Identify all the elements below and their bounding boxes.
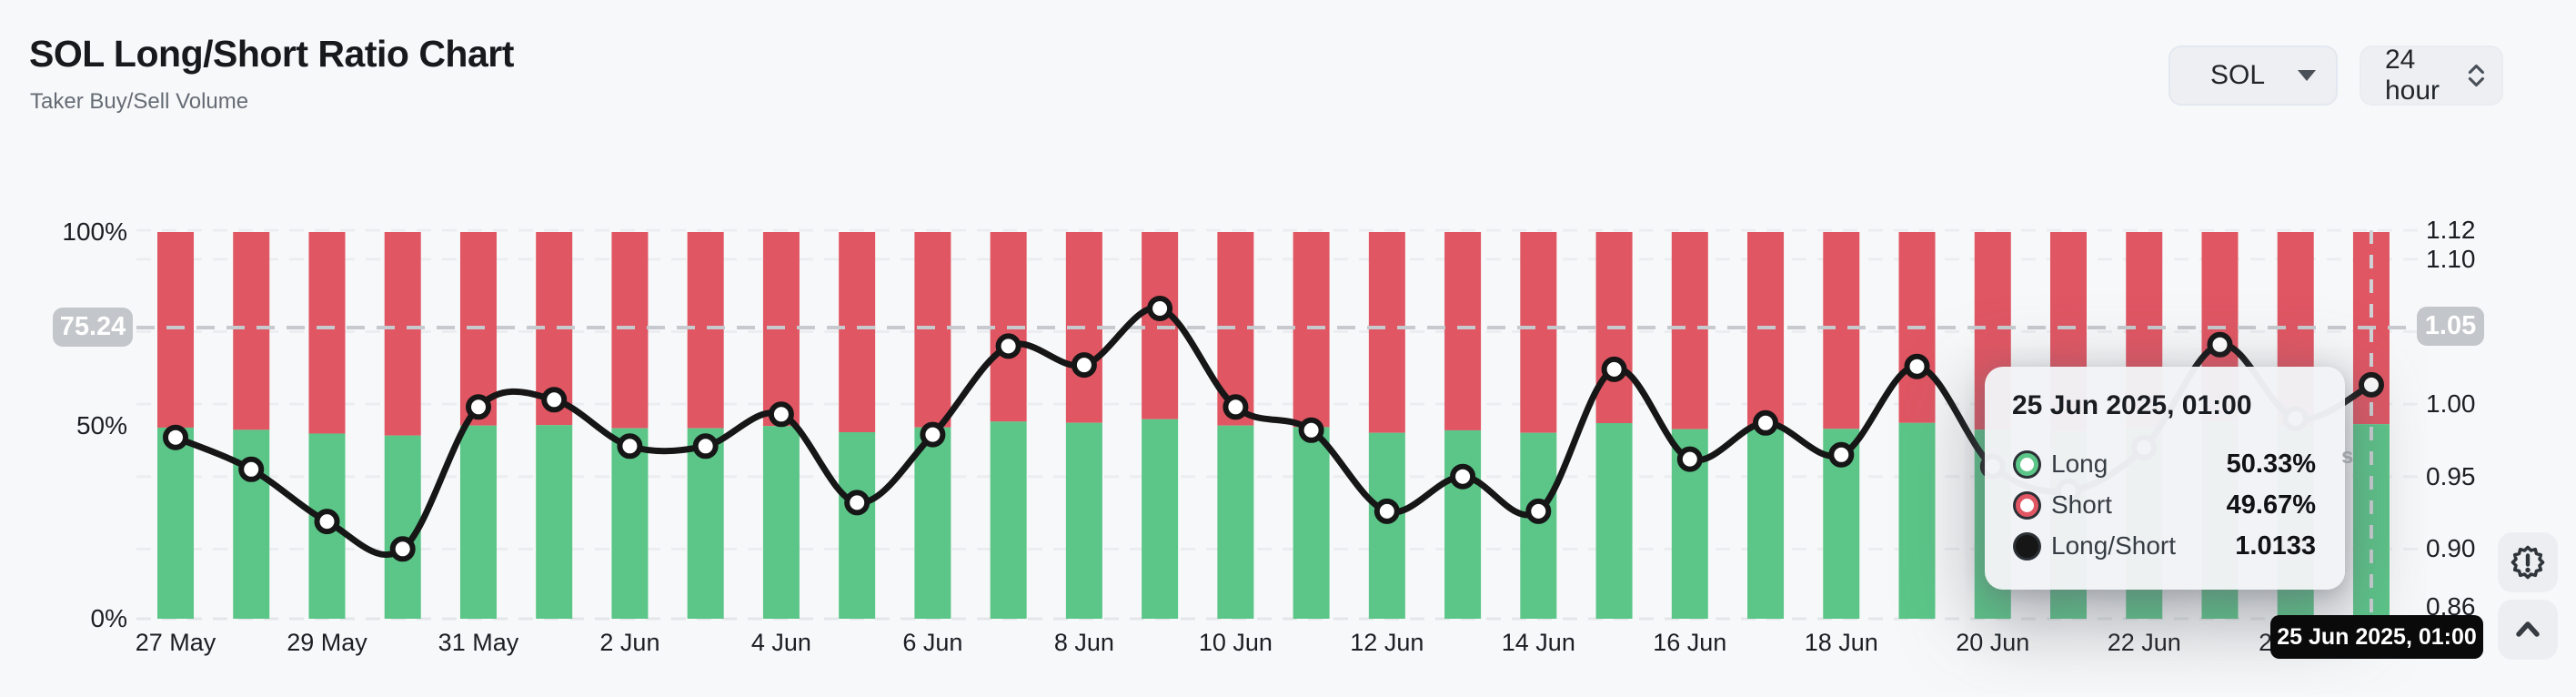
y-axis-tick-right: 0.95 bbox=[2426, 461, 2476, 490]
x-axis-tick: 20 Jun bbox=[1956, 629, 2030, 656]
tooltip-row-label: Long/Short bbox=[2051, 531, 2176, 560]
y-axis-tick-left: 100% bbox=[62, 217, 127, 246]
x-axis-tick: 27 May bbox=[135, 629, 216, 656]
x-axis-tick: 22 Jun bbox=[2107, 629, 2181, 656]
watermark-letter: s bbox=[2341, 444, 2354, 469]
x-axis-tick: 8 Jun bbox=[1053, 629, 1114, 656]
y-axis-tick-right: 1.10 bbox=[2426, 244, 2476, 273]
tooltip-row-value: 1.0133 bbox=[2235, 530, 2316, 561]
tooltip-date: 25 Jun 2025, 01:00 bbox=[2012, 390, 2252, 420]
chart-tooltip: 25 Jun 2025, 01:00 Long 50.33% Short 49.… bbox=[1985, 367, 2345, 590]
seal-exclamation-icon bbox=[2511, 545, 2545, 580]
caret-down-icon bbox=[2298, 70, 2316, 81]
crosshair-left-badge: 75.24 bbox=[53, 308, 133, 347]
x-axis-tick: 14 Jun bbox=[1501, 629, 1575, 656]
y-axis-tick-right: 0.90 bbox=[2426, 534, 2476, 563]
tooltip-row-long: Long 50.33% bbox=[2012, 449, 2316, 479]
x-axis-tick: 2 Jun bbox=[599, 629, 660, 656]
tooltip-row-value: 49.67% bbox=[2226, 490, 2316, 520]
x-axis-tick: 18 Jun bbox=[1804, 629, 1878, 656]
crosshair-date-label: 25 Jun 2025, 01:00 bbox=[2270, 615, 2483, 659]
alert-seal-button[interactable] bbox=[2498, 532, 2558, 592]
symbol-select-value: SOL bbox=[2210, 60, 2266, 90]
y-axis-tick-left: 0% bbox=[90, 604, 127, 632]
tooltip-row-label: Short bbox=[2051, 490, 2112, 519]
tooltip-row-label: Long bbox=[2051, 450, 2108, 478]
up-down-chevrons-icon bbox=[2469, 64, 2485, 87]
long-series-dot bbox=[2016, 452, 2038, 476]
short-series-dot bbox=[2016, 493, 2038, 517]
tooltip-row-short: Short 49.67% bbox=[2012, 490, 2316, 520]
x-axis-tick: 6 Jun bbox=[902, 629, 963, 656]
ratio-series-dot bbox=[2016, 534, 2038, 558]
x-axis-tick: 10 Jun bbox=[1198, 629, 1273, 656]
symbol-select[interactable]: SOL bbox=[2168, 45, 2338, 106]
tooltip-row-value: 50.33% bbox=[2226, 449, 2316, 479]
x-axis-tick: 16 Jun bbox=[1653, 629, 1727, 656]
interval-select-value: 24 hour bbox=[2385, 45, 2440, 106]
tooltip-row-ratio: Long/Short 1.0133 bbox=[2012, 530, 2316, 561]
page-subtitle: Taker Buy/Sell Volume bbox=[30, 89, 249, 114]
scroll-top-button[interactable] bbox=[2498, 600, 2558, 660]
crosshair-right-badge: 1.05 bbox=[2417, 307, 2484, 346]
x-axis-tick: 29 May bbox=[287, 629, 367, 656]
y-axis-tick-left: 50% bbox=[75, 410, 127, 439]
x-axis-tick: 31 May bbox=[438, 629, 519, 656]
chevron-up-icon bbox=[2516, 621, 2540, 637]
y-axis-tick-right: 1.00 bbox=[2426, 389, 2476, 419]
page-title: SOL Long/Short Ratio Chart bbox=[29, 33, 514, 75]
x-axis-tick: 4 Jun bbox=[750, 629, 811, 656]
interval-select[interactable]: 24 hour bbox=[2360, 45, 2503, 106]
y-axis-tick-right: 1.12 bbox=[2426, 216, 2476, 245]
x-axis-tick: 12 Jun bbox=[1350, 629, 1424, 656]
